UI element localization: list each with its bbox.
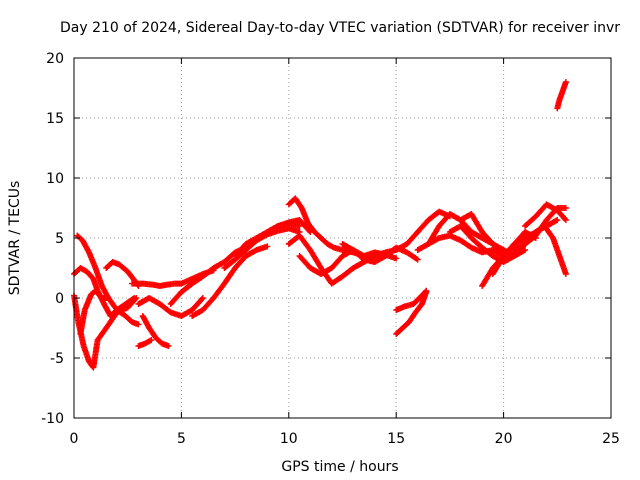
data-point bbox=[264, 243, 271, 250]
data-point bbox=[562, 79, 569, 85]
y-tick-label: -10 bbox=[41, 411, 64, 427]
trace-marker bbox=[422, 288, 429, 295]
series-arc-8 bbox=[139, 313, 172, 349]
x-axis-label: GPS time / hours bbox=[281, 459, 398, 475]
series-arc-11 bbox=[189, 243, 271, 319]
data-point bbox=[562, 271, 569, 277]
x-tick-label: 25 bbox=[602, 431, 620, 447]
trace-marker bbox=[132, 296, 139, 303]
data-point bbox=[148, 337, 155, 343]
x-tick-label: 20 bbox=[495, 431, 513, 447]
trace-marker bbox=[413, 255, 420, 262]
trace-marker bbox=[329, 243, 336, 250]
data-points bbox=[71, 79, 569, 371]
data-point bbox=[135, 321, 142, 328]
x-tick-label: 5 bbox=[177, 431, 186, 447]
data-point bbox=[414, 256, 421, 263]
y-tick-label: -5 bbox=[50, 351, 64, 367]
series-arc-6 bbox=[135, 337, 155, 349]
data-point bbox=[562, 217, 569, 223]
data-point bbox=[393, 255, 400, 262]
series-arc-13 bbox=[232, 217, 314, 259]
data-point bbox=[562, 205, 569, 211]
y-tick-label: 20 bbox=[46, 51, 64, 67]
series-arc-27 bbox=[522, 201, 569, 229]
x-tick-label: 15 bbox=[387, 431, 405, 447]
data-point bbox=[105, 295, 112, 301]
y-tick-label: 0 bbox=[55, 291, 64, 307]
series-arc-28 bbox=[532, 223, 569, 277]
series-arc-29 bbox=[554, 79, 569, 112]
grid-lines bbox=[74, 58, 611, 418]
series-arc-17 bbox=[339, 241, 421, 265]
series-arc-18 bbox=[393, 289, 430, 337]
axis-ticks: 0 5 10 15 20 25 -10 -5 0 5 10 15 20 bbox=[41, 51, 620, 447]
y-tick-label: 10 bbox=[46, 171, 64, 187]
x-tick-label: 0 bbox=[70, 431, 79, 447]
data-point bbox=[423, 287, 430, 294]
chart-title: Day 210 of 2024, Sidereal Day-to-day VTE… bbox=[60, 20, 620, 36]
data-point bbox=[554, 217, 561, 223]
data-point bbox=[165, 343, 172, 349]
series-arc-9 bbox=[135, 295, 206, 319]
y-tick-label: 5 bbox=[55, 231, 64, 247]
series-arc-23 bbox=[457, 211, 507, 256]
trace-marker bbox=[147, 337, 154, 344]
series-arc-4 bbox=[77, 287, 112, 337]
trace-marker bbox=[561, 215, 568, 222]
y-tick-label: 15 bbox=[46, 111, 64, 127]
data-point bbox=[133, 295, 140, 301]
x-tick-label: 10 bbox=[280, 431, 298, 447]
y-axis-label: SDTVAR / TECUs bbox=[7, 181, 23, 296]
trace-marker bbox=[198, 296, 205, 303]
series-arc-19 bbox=[393, 287, 430, 313]
data-point bbox=[199, 295, 206, 301]
